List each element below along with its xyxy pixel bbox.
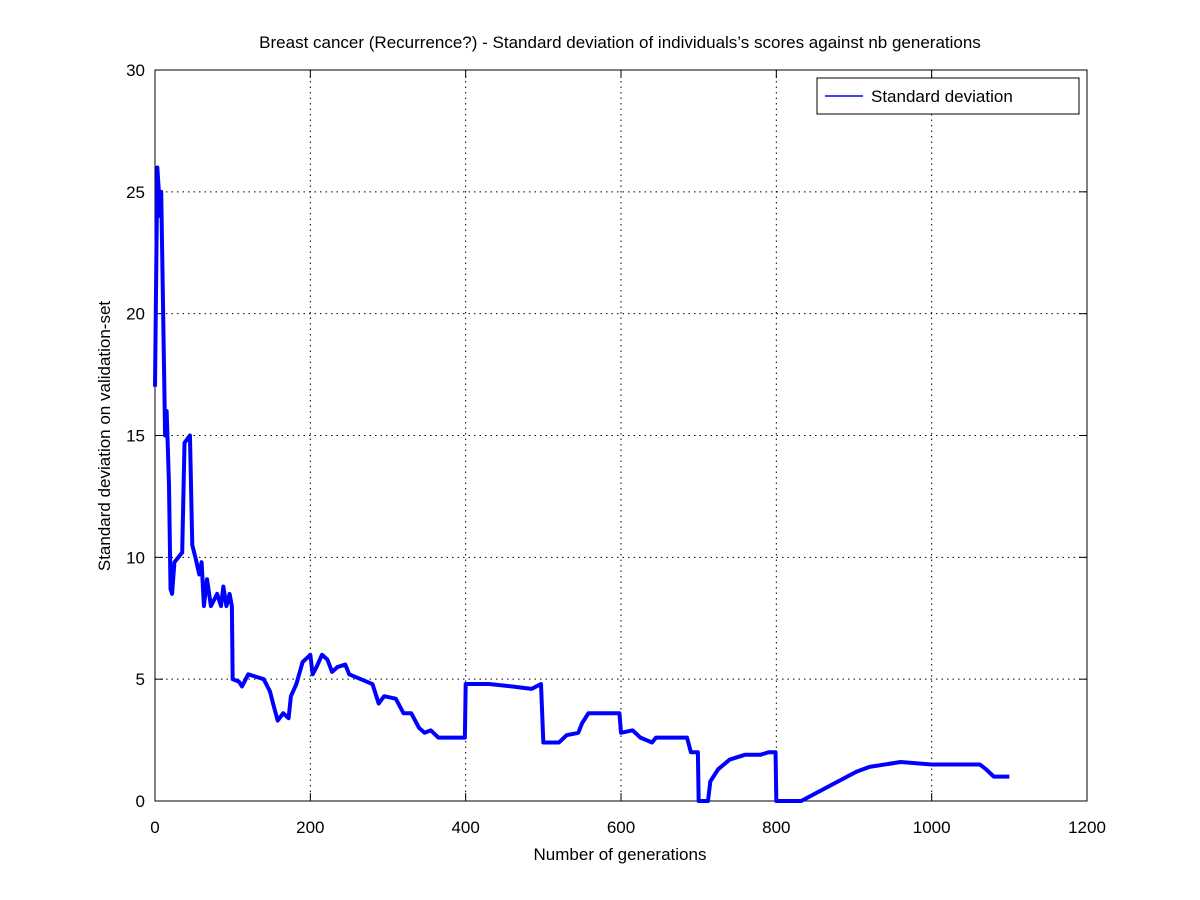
- y-tick-label: 25: [126, 183, 145, 202]
- y-tick-label: 0: [136, 792, 145, 811]
- y-axis-label: Standard deviation on validation-set: [95, 301, 114, 572]
- x-tick-label: 400: [451, 818, 479, 837]
- x-tick-label: 1200: [1068, 818, 1106, 837]
- y-tick-label: 20: [126, 305, 145, 324]
- y-tick-label: 5: [136, 670, 145, 689]
- plot-frame: [154, 69, 1088, 802]
- x-tick-label: 600: [607, 818, 635, 837]
- chart-title: Breast cancer (Recurrence?) - Standard d…: [259, 33, 981, 52]
- y-tick-label: 30: [126, 61, 145, 80]
- data-line: [153, 165, 1010, 803]
- x-tick-label: 800: [762, 818, 790, 837]
- x-tick-label: 1000: [913, 818, 951, 837]
- legend-label: Standard deviation: [871, 87, 1013, 106]
- x-tick-label: 0: [150, 818, 159, 837]
- x-axis-label: Number of generations: [534, 845, 707, 864]
- x-tick-label: 200: [296, 818, 324, 837]
- y-tick-label: 10: [126, 548, 145, 567]
- y-tick-label: 15: [126, 427, 145, 446]
